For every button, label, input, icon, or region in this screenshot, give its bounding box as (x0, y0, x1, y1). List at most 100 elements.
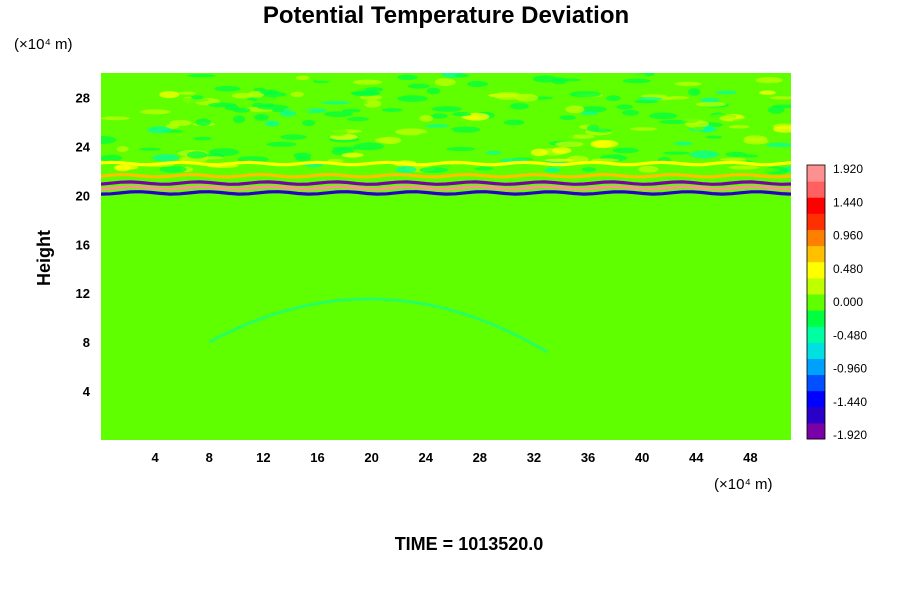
wave-cell (742, 154, 759, 158)
wave-cell (152, 154, 180, 162)
wave-cell (583, 77, 599, 83)
wave-cell (327, 158, 344, 163)
wave-cell (237, 156, 269, 163)
wave-cell (328, 128, 348, 137)
wave-cell (612, 147, 639, 154)
wave-cell (341, 152, 364, 158)
wave-cell (139, 147, 162, 151)
y-tick-label: 16 (76, 237, 90, 252)
wave-cell (580, 111, 599, 116)
wave-cell (503, 124, 527, 132)
wave-cell (695, 101, 726, 107)
wave-cell (732, 118, 761, 124)
x-tick-label: 48 (743, 450, 757, 465)
wave-cell (407, 83, 430, 89)
wave-cell (746, 90, 761, 95)
wave-cell (450, 126, 481, 133)
y-axis-label: Height (34, 230, 54, 286)
wave-cell (191, 143, 209, 151)
wave-cell (424, 124, 450, 128)
colorbar-swatch (807, 277, 825, 295)
wave-cell (728, 125, 750, 129)
wave-cell (419, 166, 448, 173)
wave-cell (290, 108, 312, 113)
wave-cell (302, 145, 326, 150)
wave-cell (264, 120, 280, 127)
wave-cell (323, 111, 354, 118)
colorbar-tick-label: 0.960 (833, 229, 863, 243)
colorbar-swatch (807, 181, 825, 198)
y-unit-label: (×10⁴ m) (14, 36, 73, 53)
wave-cell (352, 79, 383, 85)
colorbar-swatch (807, 229, 825, 247)
wave-cell (501, 134, 516, 140)
wave-cell (658, 119, 689, 124)
wave-cell (115, 164, 139, 170)
wave-cell (256, 96, 277, 104)
chart-title: Potential Temperature Deviation (263, 2, 629, 29)
y-tick-label: 24 (76, 139, 91, 154)
wave-cell (381, 108, 403, 112)
band-feature (101, 190, 791, 196)
wave-cell (579, 106, 607, 113)
colorbar-swatch (807, 245, 825, 263)
wave-cell (397, 95, 428, 102)
wave-cell (169, 119, 192, 126)
wave-cell (552, 147, 572, 154)
wave-cell (116, 146, 129, 152)
wave-cell (544, 158, 574, 162)
wave-cell (280, 74, 297, 80)
wave-cell (315, 78, 346, 82)
wave-cell (530, 148, 548, 157)
wave-cell (301, 119, 316, 127)
wave-cell (565, 105, 585, 114)
colorbar-swatch (807, 197, 825, 214)
wave-cell (683, 115, 700, 124)
field-layers (101, 73, 791, 354)
y-tick-label: 8 (83, 335, 90, 350)
wave-cell (765, 142, 791, 148)
x-tick-label: 16 (310, 450, 324, 465)
wave-cell (755, 77, 783, 84)
wave-cell (149, 137, 175, 145)
wave-cell (395, 128, 427, 136)
y-tick-label: 12 (76, 286, 90, 301)
wave-cell (719, 115, 737, 122)
wave-cell (395, 166, 417, 173)
wave-cell (434, 78, 456, 87)
colorbar-swatch (807, 293, 825, 311)
wave-cell (535, 140, 549, 149)
wave-cell (379, 136, 402, 145)
x-axis: 4 8 12 16 20 24 28 32 36 40 44 48 (152, 450, 758, 465)
wave-cell (750, 156, 781, 165)
wave-cell (128, 142, 152, 149)
wave-cell (259, 89, 279, 95)
wave-cell (755, 167, 779, 173)
wave-cell (231, 92, 254, 99)
x-tick-label: 8 (206, 450, 213, 465)
wave-cell (638, 165, 659, 173)
wave-cell (195, 118, 212, 127)
band-feature (101, 185, 791, 191)
wave-cell (692, 126, 705, 131)
wave-cell (715, 90, 738, 95)
wave-cell (101, 136, 117, 144)
wave-cell (422, 127, 454, 135)
wave-cell (551, 132, 575, 140)
wave-cell (728, 165, 760, 170)
wave-cell (101, 154, 123, 162)
wave-cell (580, 74, 600, 80)
wave-cell (649, 112, 678, 120)
x-tick-label: 20 (364, 450, 378, 465)
wave-cell (349, 100, 369, 105)
x-tick-label: 12 (256, 450, 270, 465)
colorbar-swatch (807, 422, 825, 440)
wave-cell (293, 152, 312, 159)
wave-cell (124, 92, 142, 99)
colorbar-tick-label: -0.480 (833, 328, 867, 342)
wave-cell (341, 108, 361, 113)
wave-cell (555, 141, 584, 148)
x-tick-label: 24 (418, 450, 433, 465)
wave-cell (503, 119, 525, 126)
